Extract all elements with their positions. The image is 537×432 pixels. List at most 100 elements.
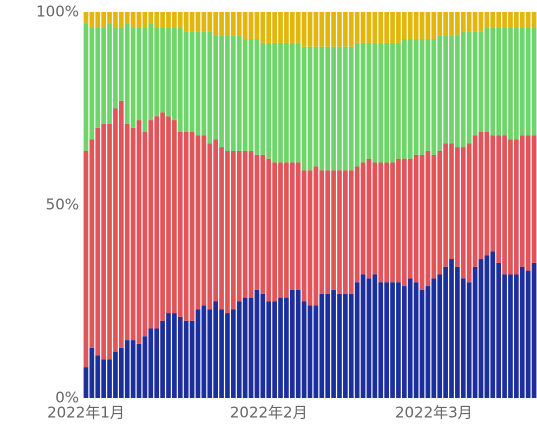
bar-segment — [319, 12, 325, 47]
bar-segment — [360, 162, 366, 275]
bar-segment — [396, 12, 401, 43]
bar-segment — [219, 12, 224, 36]
bar-segment — [160, 27, 165, 113]
bar-segment — [360, 42, 366, 163]
bar-segment — [484, 27, 490, 132]
bar-segment — [195, 12, 201, 32]
bar-segment — [260, 293, 266, 398]
bar-segment — [231, 150, 236, 310]
bar-segment — [101, 12, 106, 28]
bar-segment — [455, 266, 460, 398]
bar-segment — [266, 158, 272, 302]
bar-segment — [407, 39, 413, 159]
x-tick-label: 2022年2月 — [230, 404, 308, 422]
bar-segment — [166, 313, 171, 398]
bar-segment — [443, 12, 448, 36]
bar-segment — [348, 293, 354, 398]
bar-segment — [319, 46, 325, 171]
bar-segment — [484, 131, 490, 256]
bar-segment — [189, 131, 195, 321]
bar-segment — [295, 162, 301, 290]
bar-segment — [142, 336, 148, 398]
bar-segment — [254, 289, 260, 398]
bar-segment — [514, 139, 519, 275]
bar-segment — [325, 170, 331, 294]
bar-segment — [425, 39, 431, 151]
bar-segment — [225, 313, 230, 398]
bar-segment — [354, 166, 360, 283]
bar-segment — [331, 170, 336, 290]
bar-segment — [425, 286, 431, 398]
bar-segment — [519, 12, 525, 28]
bar-segment — [213, 35, 219, 140]
y-tick-label: 50% — [46, 196, 79, 214]
bar-segment — [148, 328, 154, 398]
bar-segment — [443, 266, 448, 398]
bar-segment — [460, 31, 466, 148]
y-tick-label: 100% — [36, 3, 79, 21]
bar-segment — [460, 12, 466, 32]
bar-segment — [331, 12, 336, 47]
bar-segment — [89, 12, 95, 28]
bar-segment — [231, 309, 236, 398]
bar-segment — [525, 12, 531, 28]
bar-segment — [83, 12, 89, 24]
bar-segment — [508, 139, 513, 275]
bar-segment — [242, 12, 248, 40]
bar-segment — [478, 259, 484, 398]
bar-segment — [107, 23, 112, 124]
bar-segment — [313, 166, 319, 306]
bar-segment — [307, 170, 313, 306]
bar-segment — [378, 12, 384, 43]
bar-segment — [384, 282, 389, 398]
bar-segment — [490, 27, 496, 136]
bar-segment — [225, 12, 230, 36]
bar-segment — [343, 293, 348, 398]
bar-segment — [295, 12, 301, 43]
bar-segment — [431, 278, 437, 398]
bar-segment — [172, 12, 177, 28]
bar-segment — [130, 27, 136, 128]
bar-segment — [390, 42, 395, 163]
bar-segment — [107, 12, 112, 24]
bar-segment — [231, 12, 236, 36]
bar-segment — [101, 27, 106, 124]
bar-segment — [319, 293, 325, 398]
bar-segment — [514, 27, 519, 140]
bar-segment — [413, 282, 419, 398]
bar-segment — [313, 12, 319, 47]
bar-segment — [272, 42, 277, 163]
bar-segment — [390, 12, 395, 43]
bar-segment — [231, 35, 236, 151]
bar-segment — [390, 162, 395, 283]
bar-segment — [384, 12, 389, 43]
bar-segment — [154, 328, 160, 398]
bar-segment — [502, 274, 507, 398]
bar-segment — [490, 251, 496, 398]
bar-segment — [225, 35, 230, 151]
bar-segment — [289, 42, 295, 163]
bar-segment — [248, 297, 254, 398]
bar-segment — [531, 12, 537, 28]
bar-segment — [360, 274, 366, 398]
bar-segment — [490, 135, 496, 252]
bar-segment — [484, 255, 490, 398]
bar-segment — [366, 42, 372, 159]
bar-segment — [348, 170, 354, 294]
bar-segment — [508, 12, 513, 28]
bar-segment — [236, 12, 242, 36]
bar-segment — [531, 262, 537, 398]
bar-segment — [354, 282, 360, 398]
bar-segment — [183, 320, 189, 398]
bar-segment — [478, 31, 484, 132]
bar-segment — [378, 162, 384, 283]
x-tick-label: 2022年1月 — [47, 404, 125, 422]
bar-segment — [183, 31, 189, 132]
bar-segment — [195, 135, 201, 310]
bar-segment — [89, 139, 95, 348]
bar-segment — [319, 170, 325, 294]
bar-segment — [519, 135, 525, 267]
bar-segment — [113, 108, 118, 352]
bar-segment — [136, 343, 142, 398]
bar-segment — [396, 42, 401, 159]
